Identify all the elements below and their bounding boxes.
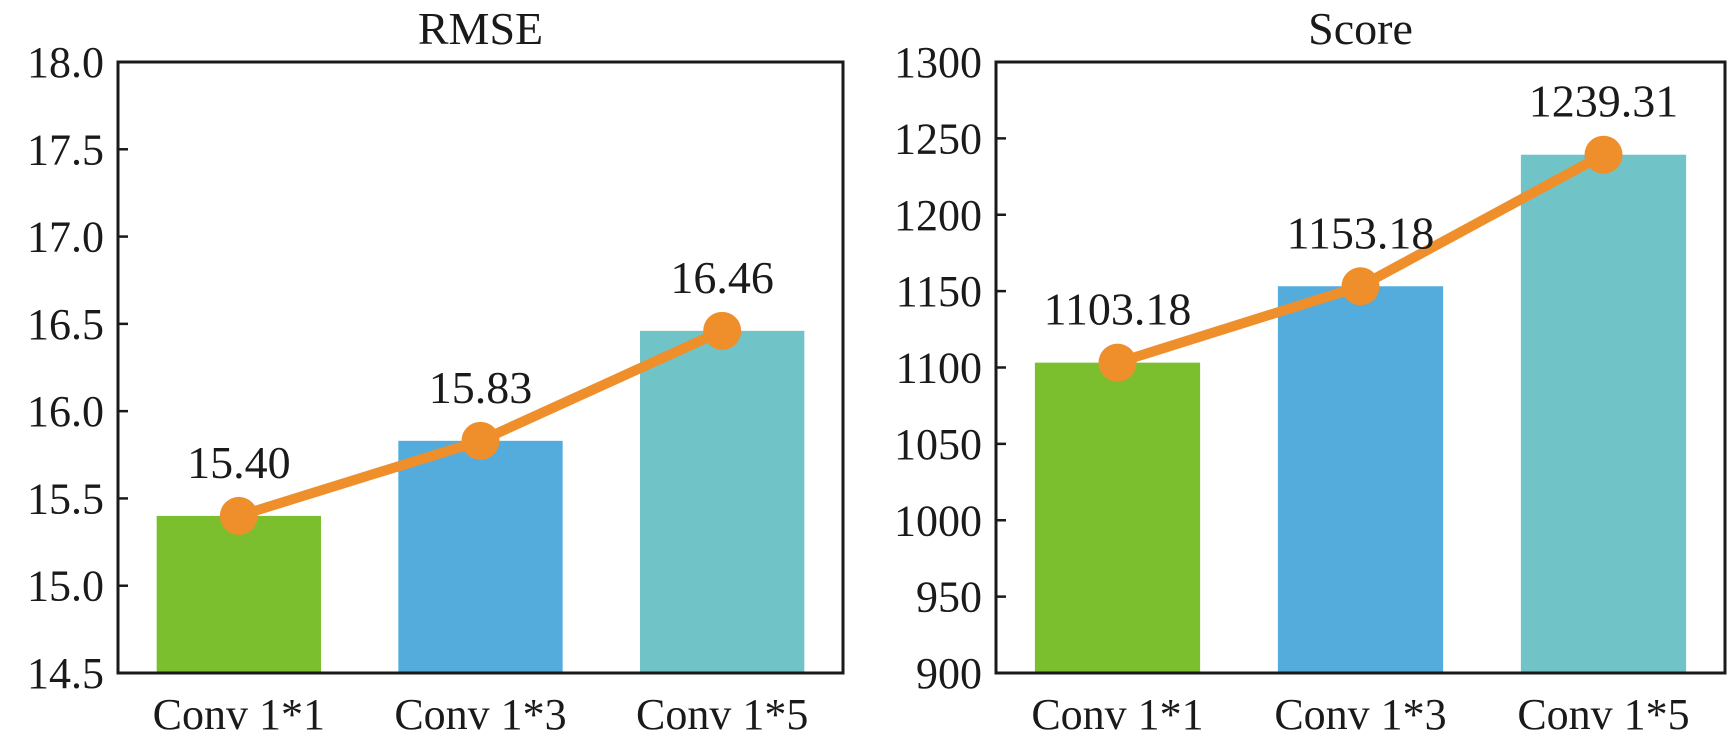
score-ytick-label: 1250: [894, 114, 982, 163]
rmse-xtick-label: Conv 1*3: [394, 690, 566, 739]
rmse-ytick-label: 14.5: [27, 649, 104, 698]
rmse-ytick-label: 15.0: [27, 562, 104, 611]
rmse-ytick-label: 18.0: [27, 38, 104, 87]
rmse-chart-title: RMSE: [418, 3, 543, 54]
score-xtick-label: Conv 1*3: [1274, 690, 1446, 739]
score-bar-3: [1520, 154, 1687, 673]
score-xtick-label: Conv 1*1: [1031, 690, 1203, 739]
rmse-data-label-3: 16.46: [670, 252, 774, 303]
rmse-point-2: [461, 421, 500, 460]
score-xtick-label: Conv 1*5: [1517, 690, 1689, 739]
score-panel: 900 950 1000 1050 1100 1150 1200 1250 1300 Conv 1…: [894, 3, 1727, 739]
score-ytick-label: 1100: [896, 344, 982, 393]
score-ytick-label: 900: [916, 649, 982, 698]
score-data-label-1: 1103.18: [1044, 284, 1192, 335]
score-ytick-label: 1300: [894, 38, 982, 87]
score-ytick-label: 1050: [894, 420, 982, 469]
rmse-point-1: [219, 496, 258, 535]
rmse-point-3: [703, 311, 742, 350]
score-point-3: [1584, 135, 1623, 174]
score-ytick-label: 1000: [894, 496, 982, 545]
rmse-bar-3: [640, 330, 805, 673]
rmse-data-label-2: 15.83: [429, 362, 533, 413]
rmse-xtick-label: Conv 1*1: [153, 690, 325, 739]
score-ytick-label: 950: [916, 573, 982, 622]
rmse-xtick-label: Conv 1*5: [636, 690, 808, 739]
rmse-bar-2: [398, 440, 563, 673]
rmse-ytick-label: 16.0: [27, 387, 104, 436]
score-data-label-3: 1239.31: [1529, 76, 1679, 127]
rmse-plot-frame: [116, 60, 845, 675]
rmse-bar-1: [156, 515, 321, 673]
score-ytick-label: 1150: [896, 267, 982, 316]
rmse-panel: 14.5 15.0 15.5 16.0 16.5 17.0 17.5 18.0 Conv 1*1…: [27, 3, 845, 739]
rmse-ytick-label: 15.5: [27, 474, 104, 523]
score-bar-2: [1277, 286, 1444, 673]
score-chart-title: Score: [1308, 3, 1413, 54]
score-point-2: [1341, 267, 1380, 306]
rmse-data-label-1: 15.40: [187, 437, 291, 488]
rmse-ytick-label: 17.5: [27, 125, 104, 174]
score-ytick-label: 1200: [894, 191, 982, 240]
score-point-1: [1098, 343, 1137, 382]
rmse-ytick-label: 16.5: [27, 300, 104, 349]
rmse-ytick-label: 17.0: [27, 213, 104, 262]
score-data-label-2: 1153.18: [1287, 207, 1435, 258]
score-bar-1: [1034, 362, 1201, 673]
